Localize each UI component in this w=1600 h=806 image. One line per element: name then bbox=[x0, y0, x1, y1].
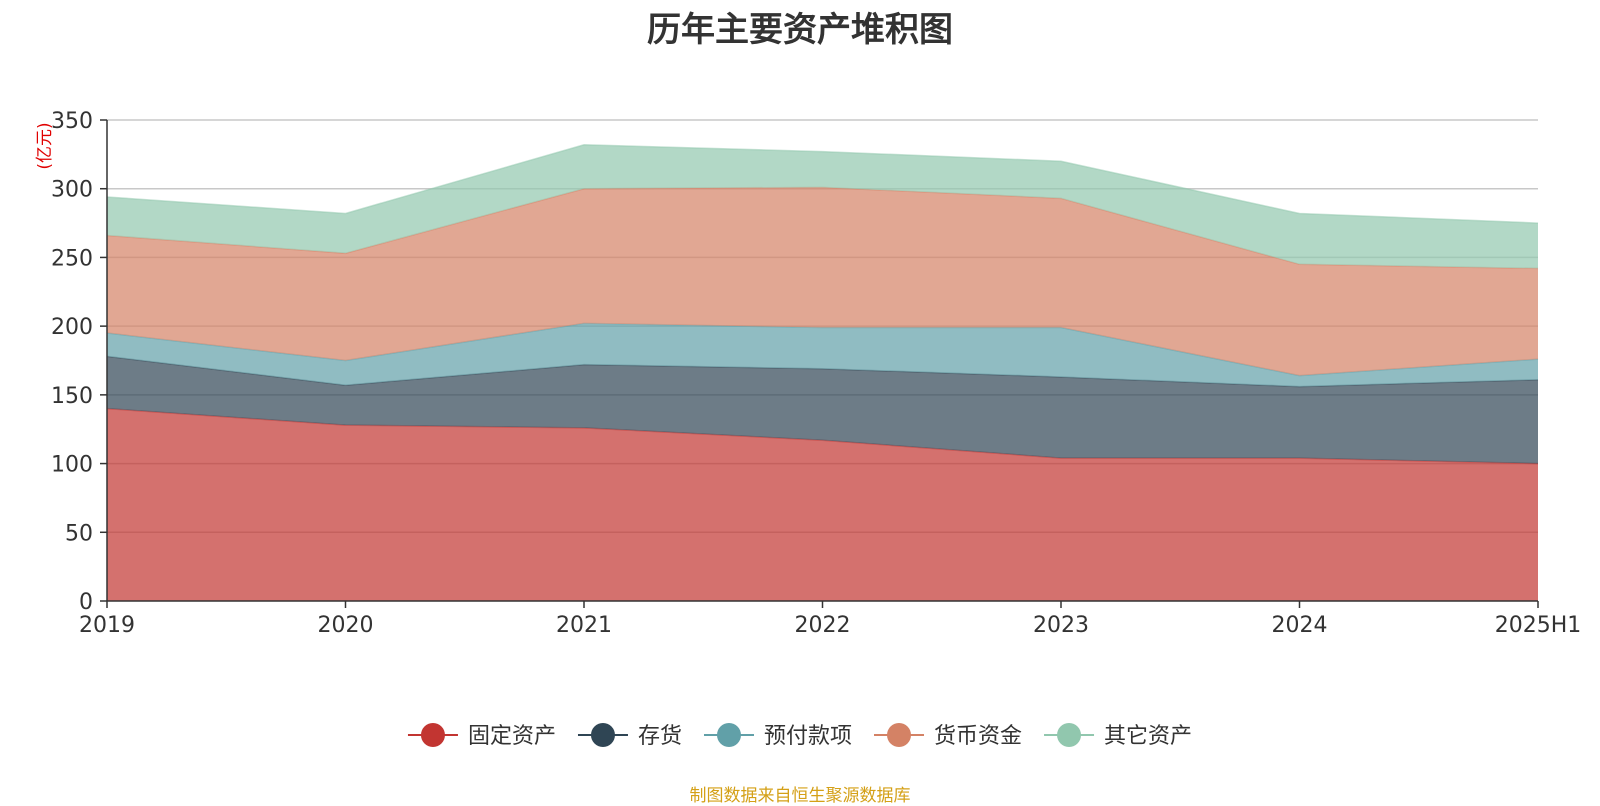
x-tick-label: 2023 bbox=[1033, 613, 1089, 638]
y-tick-label: 250 bbox=[51, 246, 93, 271]
y-tick-label: 200 bbox=[51, 315, 93, 340]
area-series-5 bbox=[107, 144, 1538, 269]
y-tick-label: 150 bbox=[51, 384, 93, 409]
legend-label: 其它资产 bbox=[1104, 724, 1192, 749]
y-tick-label: 300 bbox=[51, 178, 93, 203]
area-series bbox=[106, 143, 1539, 601]
legend-item-1[interactable]: 固定资产 bbox=[407, 723, 556, 749]
x-tick-label: 2020 bbox=[318, 613, 374, 638]
axes: 0 50 100 150 200 250 300 350 2019 2020 2021 2022 202… bbox=[51, 109, 1581, 638]
y-axis-unit-label: (亿元) bbox=[35, 122, 55, 169]
y-tick-label: 0 bbox=[79, 590, 93, 615]
legend-item-4[interactable]: 货币资金 bbox=[874, 723, 1022, 749]
legend-marker bbox=[590, 723, 615, 747]
legend-item-5[interactable]: 其它资产 bbox=[1044, 723, 1192, 749]
y-tick-label: 50 bbox=[65, 521, 93, 546]
legend-marker bbox=[1057, 723, 1082, 747]
source-note: 制图数据来自恒生聚源数据库 bbox=[689, 786, 911, 806]
legend-marker bbox=[420, 723, 445, 747]
legend-label: 固定资产 bbox=[468, 724, 556, 749]
area-series-4 bbox=[107, 187, 1538, 376]
legend-marker bbox=[716, 723, 741, 747]
legend-item-2[interactable]: 存货 bbox=[577, 723, 682, 749]
legend-item-3[interactable]: 预付款项 bbox=[703, 723, 852, 749]
x-tick-label: 2022 bbox=[795, 613, 851, 638]
y-tick-label: 100 bbox=[51, 453, 93, 478]
legend-label: 货币资金 bbox=[934, 724, 1022, 749]
chart-title: 历年主要资产堆积图 bbox=[647, 10, 953, 50]
area-series-3 bbox=[107, 323, 1538, 387]
area-series-2 bbox=[107, 356, 1538, 464]
legend-marker bbox=[887, 723, 912, 747]
x-tick-label: 2025H1 bbox=[1495, 613, 1582, 638]
legend[interactable]: 固定资产 存货 预付款项 货币资金 其它资产 bbox=[407, 723, 1192, 749]
legend-label: 预付款项 bbox=[764, 724, 852, 749]
y-tick-label: 350 bbox=[51, 109, 93, 134]
legend-label: 存货 bbox=[638, 724, 682, 749]
x-tick-label: 2024 bbox=[1272, 613, 1328, 638]
area-series-1 bbox=[107, 408, 1538, 601]
area-series-line-5 bbox=[106, 143, 1539, 224]
x-tick-label: 2021 bbox=[556, 613, 612, 638]
x-tick-label: 2019 bbox=[79, 613, 135, 638]
